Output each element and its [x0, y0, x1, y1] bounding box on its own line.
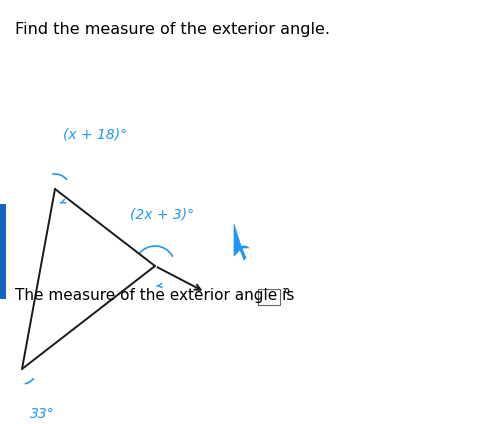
Text: °: ° [282, 288, 290, 303]
Bar [0, 204, 6, 299]
Text: Find the measure of the exterior angle.: Find the measure of the exterior angle. [15, 22, 330, 37]
Text: (x + 18)°: (x + 18)° [63, 127, 127, 141]
Bar [258, 289, 280, 305]
Text: The measure of the exterior angle is: The measure of the exterior angle is [15, 288, 299, 303]
Text: (2x + 3)°: (2x + 3)° [130, 208, 194, 222]
Polygon shape [234, 224, 249, 260]
Text: 33°: 33° [30, 407, 55, 421]
